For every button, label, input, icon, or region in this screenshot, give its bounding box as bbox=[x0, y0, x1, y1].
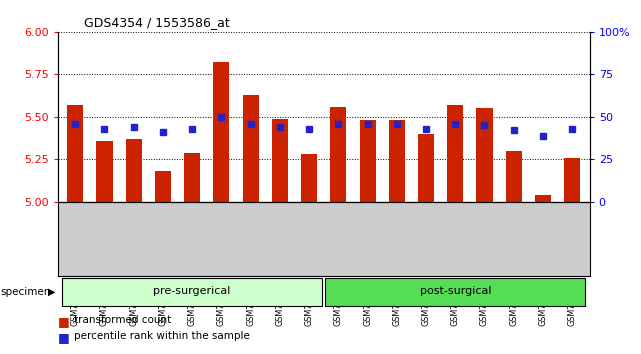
Bar bbox=[155, 171, 171, 202]
Bar bbox=[272, 119, 288, 202]
Bar bbox=[213, 62, 229, 202]
Bar bbox=[330, 107, 346, 202]
Text: GDS4354 / 1553586_at: GDS4354 / 1553586_at bbox=[85, 16, 230, 29]
Bar bbox=[535, 195, 551, 202]
Text: post-surgical: post-surgical bbox=[419, 286, 491, 296]
Bar bbox=[388, 120, 405, 202]
Text: ■: ■ bbox=[58, 331, 69, 344]
Bar bbox=[447, 105, 463, 202]
Bar bbox=[62, 278, 322, 306]
Text: ■: ■ bbox=[58, 315, 69, 328]
Bar bbox=[301, 154, 317, 202]
Bar bbox=[418, 134, 434, 202]
Bar bbox=[325, 278, 585, 306]
Bar bbox=[506, 151, 522, 202]
Text: percentile rank within the sample: percentile rank within the sample bbox=[74, 331, 249, 341]
Bar bbox=[184, 153, 200, 202]
Bar bbox=[96, 141, 113, 202]
Bar bbox=[564, 158, 580, 202]
Text: transformed count: transformed count bbox=[74, 315, 171, 325]
Bar bbox=[360, 120, 376, 202]
Bar bbox=[126, 139, 142, 202]
Text: specimen: specimen bbox=[0, 287, 51, 297]
Bar bbox=[242, 95, 259, 202]
Bar bbox=[476, 108, 492, 202]
Text: ▶: ▶ bbox=[48, 287, 56, 297]
Bar bbox=[67, 105, 83, 202]
Text: pre-surgerical: pre-surgerical bbox=[153, 286, 231, 296]
